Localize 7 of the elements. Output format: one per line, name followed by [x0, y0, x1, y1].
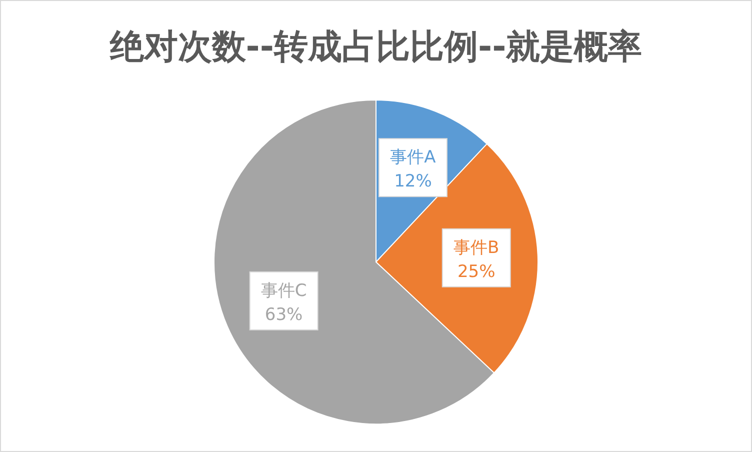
- data-label: 63%: [264, 304, 303, 325]
- slice-label: 事件B: [454, 238, 500, 258]
- data-label: 25%: [457, 262, 496, 282]
- title: 绝对次数--转成占比比例--就是概率: [110, 27, 642, 67]
- data-label: 12%: [394, 172, 432, 192]
- slice-label: 事件A: [390, 148, 436, 168]
- slice-label: 事件C: [260, 280, 307, 301]
